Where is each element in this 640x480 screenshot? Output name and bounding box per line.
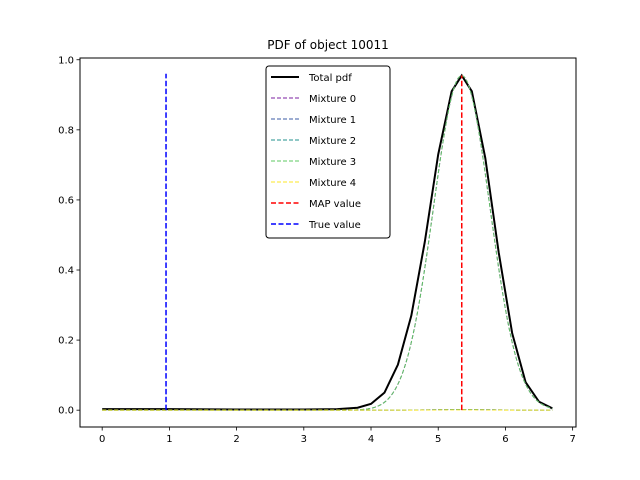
- legend-label: Mixture 0: [309, 94, 356, 105]
- legend-label: Mixture 1: [309, 115, 356, 126]
- x-tick-label: 7: [569, 434, 575, 445]
- y-tick-label: 0.0: [58, 406, 74, 417]
- legend-label: Mixture 2: [309, 136, 356, 147]
- legend-label: Mixture 4: [309, 178, 356, 189]
- x-tick-label: 0: [99, 434, 105, 445]
- x-tick-label: 4: [368, 434, 374, 445]
- legend: Total pdf Mixture 0 Mixture 1 Mixture 2 Mixt…: [265, 65, 391, 239]
- plot-frame: [79, 57, 577, 428]
- legend-label: MAP value: [309, 199, 361, 210]
- y-tick-label: 1.0: [58, 55, 74, 66]
- x-tick-label: 3: [301, 434, 307, 445]
- legend-box: [265, 65, 391, 239]
- chart-title: PDF of object 10011: [267, 38, 389, 52]
- x-tick-label: 2: [233, 434, 239, 445]
- x-tick-label: 5: [435, 434, 441, 445]
- x-tick-label: 6: [502, 434, 508, 445]
- x-tick-label: 1: [166, 434, 172, 445]
- legend-label: True value: [308, 220, 361, 231]
- y-tick-label: 0.4: [58, 266, 74, 277]
- y-tick-label: 0.6: [58, 195, 74, 206]
- total-pdf-line: [102, 73, 553, 411]
- legend-label: Mixture 3: [309, 157, 356, 168]
- y-tick-label: 0.2: [58, 336, 74, 347]
- y-tick-label: 0.8: [58, 125, 74, 136]
- legend-label: Total pdf: [308, 73, 352, 84]
